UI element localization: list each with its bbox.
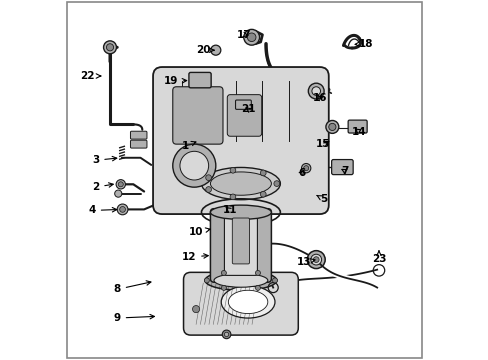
Text: 6: 6 [298, 168, 305, 178]
Circle shape [120, 207, 125, 212]
Text: 22: 22 [81, 71, 101, 81]
FancyBboxPatch shape [183, 273, 298, 335]
FancyBboxPatch shape [210, 209, 271, 282]
Circle shape [273, 181, 279, 186]
Circle shape [224, 332, 228, 337]
Text: 16: 16 [312, 93, 326, 103]
Text: 18: 18 [354, 39, 373, 49]
Circle shape [106, 44, 113, 51]
Circle shape [303, 166, 308, 171]
FancyBboxPatch shape [130, 140, 147, 148]
Text: 4: 4 [88, 206, 117, 216]
Circle shape [204, 278, 209, 283]
Circle shape [301, 163, 310, 173]
Text: 7: 7 [341, 166, 348, 176]
Ellipse shape [210, 205, 271, 220]
Text: 19: 19 [163, 76, 186, 86]
Circle shape [221, 285, 226, 291]
Circle shape [325, 121, 338, 134]
FancyBboxPatch shape [347, 120, 366, 133]
FancyBboxPatch shape [227, 95, 261, 136]
Circle shape [180, 151, 208, 180]
Circle shape [313, 257, 319, 262]
Ellipse shape [228, 290, 267, 314]
Circle shape [192, 306, 199, 313]
Circle shape [272, 278, 277, 283]
Text: 17: 17 [237, 30, 251, 40]
Circle shape [244, 30, 259, 45]
Ellipse shape [214, 274, 267, 287]
Circle shape [255, 285, 260, 291]
Text: 11: 11 [223, 206, 237, 216]
Circle shape [118, 182, 123, 187]
Circle shape [222, 330, 230, 339]
Circle shape [311, 87, 320, 95]
Circle shape [247, 33, 255, 41]
Text: 2: 2 [92, 182, 113, 192]
Text: 8: 8 [113, 281, 151, 294]
FancyBboxPatch shape [188, 72, 211, 88]
Circle shape [117, 204, 128, 215]
Text: 10: 10 [188, 227, 210, 237]
Circle shape [328, 123, 335, 131]
FancyBboxPatch shape [235, 100, 251, 109]
FancyBboxPatch shape [153, 67, 328, 214]
Circle shape [260, 192, 265, 197]
Circle shape [229, 194, 235, 200]
Text: 15: 15 [316, 139, 330, 149]
Circle shape [103, 41, 116, 54]
Text: 14: 14 [351, 127, 366, 136]
Circle shape [255, 270, 260, 275]
Text: 3: 3 [92, 155, 117, 165]
Circle shape [210, 45, 221, 55]
Text: 9: 9 [113, 313, 154, 323]
FancyBboxPatch shape [130, 131, 147, 139]
Ellipse shape [204, 271, 276, 290]
Text: 20: 20 [196, 45, 214, 55]
FancyBboxPatch shape [331, 159, 352, 175]
Circle shape [260, 170, 265, 176]
Circle shape [310, 254, 321, 265]
Circle shape [308, 83, 324, 99]
Circle shape [205, 175, 211, 181]
Text: 5: 5 [316, 194, 326, 204]
Circle shape [306, 251, 325, 269]
Text: 23: 23 [371, 251, 386, 264]
Circle shape [172, 144, 215, 187]
Circle shape [116, 180, 125, 189]
Circle shape [221, 270, 226, 275]
FancyBboxPatch shape [232, 218, 249, 264]
Ellipse shape [201, 167, 280, 200]
FancyBboxPatch shape [172, 87, 223, 144]
Ellipse shape [210, 172, 271, 195]
Text: 1: 1 [182, 141, 196, 151]
Circle shape [205, 186, 211, 192]
Text: 21: 21 [241, 104, 255, 114]
Circle shape [229, 167, 235, 173]
Text: 13: 13 [296, 257, 314, 267]
FancyBboxPatch shape [224, 216, 257, 275]
Text: 12: 12 [182, 252, 208, 262]
Circle shape [115, 190, 122, 197]
Ellipse shape [221, 286, 274, 318]
